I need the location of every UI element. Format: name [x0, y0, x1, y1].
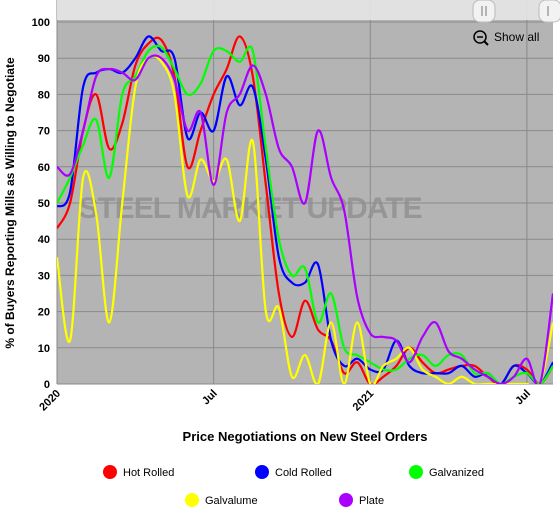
series-line: [57, 54, 553, 384]
watermark: STEEL MARKET UPDATE: [78, 192, 421, 225]
series-line: [57, 54, 553, 384]
legend-item[interactable]: Cold Rolled: [255, 465, 332, 479]
y-tick-label: 20: [38, 307, 50, 319]
y-tick-label: 70: [38, 126, 50, 138]
zoom-icon: [483, 40, 489, 46]
navigator: [57, 0, 553, 20]
y-tick-label: 90: [38, 53, 50, 65]
legend-label: Hot Rolled: [123, 467, 174, 479]
legend-item[interactable]: Galvanized: [409, 465, 484, 479]
legend-marker: [255, 465, 269, 479]
zoom-icon: [473, 30, 487, 44]
y-tick-label: 100: [32, 17, 50, 29]
y-tick-label: 80: [38, 89, 50, 101]
legend-item[interactable]: Hot Rolled: [103, 465, 174, 479]
x-tick-label: 2021: [351, 388, 377, 414]
grid: [56, 0, 553, 385]
navigator-handle[interactable]: [472, 0, 496, 23]
legend-marker: [409, 465, 423, 479]
x-axis-title: Price Negotiations on New Steel Orders: [183, 429, 428, 444]
legend-label: Galvanized: [429, 467, 484, 479]
lines: [57, 35, 553, 384]
legend-item[interactable]: Galvalume: [185, 493, 258, 507]
y-axis-title: % of Buyers Reporting Mills as Willing t…: [3, 57, 17, 349]
navigator-handle[interactable]: [538, 0, 560, 23]
legend-label: Cold Rolled: [275, 467, 332, 479]
plot-background: [57, 0, 553, 384]
legend-label: Plate: [359, 495, 384, 507]
show-all-button[interactable]: Show all: [473, 30, 539, 46]
legend-label: Galvalume: [205, 495, 258, 507]
legend-marker: [103, 465, 117, 479]
y-tick-label: 10: [38, 343, 50, 355]
y-tick-label: 60: [38, 162, 50, 174]
legend-marker: [339, 493, 353, 507]
x-tick-label: Jul: [200, 388, 220, 408]
y-tick-label: 30: [38, 270, 50, 282]
legend: Hot Rolled Cold Rolled Galvanized Galvalume…: [103, 465, 484, 507]
legend-item[interactable]: Plate: [339, 493, 384, 507]
x-tick-label: Jul: [513, 388, 533, 408]
x-tick-label: 2020: [37, 388, 63, 414]
button-label[interactable]: Show all: [494, 30, 539, 44]
y-tick-label: 40: [38, 234, 50, 246]
y-tick-label: 50: [38, 198, 50, 210]
legend-marker: [185, 493, 199, 507]
series-line: [57, 35, 553, 384]
y-tick-label: 0: [44, 379, 50, 391]
